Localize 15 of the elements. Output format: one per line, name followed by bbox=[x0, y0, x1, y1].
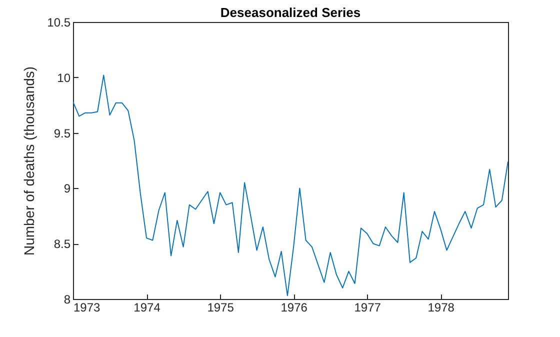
x-tick-label: 1975 bbox=[207, 300, 234, 314]
x-tick-label: 1978 bbox=[428, 300, 455, 314]
y-tick-label: 8.5 bbox=[54, 237, 71, 252]
y-tick-label: 9 bbox=[64, 182, 71, 196]
line-series bbox=[73, 74, 508, 296]
y-axis-title: Number of deaths (thousands) bbox=[21, 66, 38, 256]
x-tick-label: 1976 bbox=[280, 300, 308, 314]
y-tick-label: 10 bbox=[57, 70, 71, 85]
x-tick-label: 1974 bbox=[134, 300, 161, 314]
y-tick-label: 8 bbox=[64, 292, 71, 306]
y-tick-label: 9.5 bbox=[54, 126, 71, 140]
y-tick-label: 10.5 bbox=[47, 16, 71, 30]
x-tick-label: 1973 bbox=[74, 300, 101, 314]
chart-title: Deseasonalized Series bbox=[220, 5, 361, 20]
x-tick-label: 1977 bbox=[354, 300, 382, 314]
